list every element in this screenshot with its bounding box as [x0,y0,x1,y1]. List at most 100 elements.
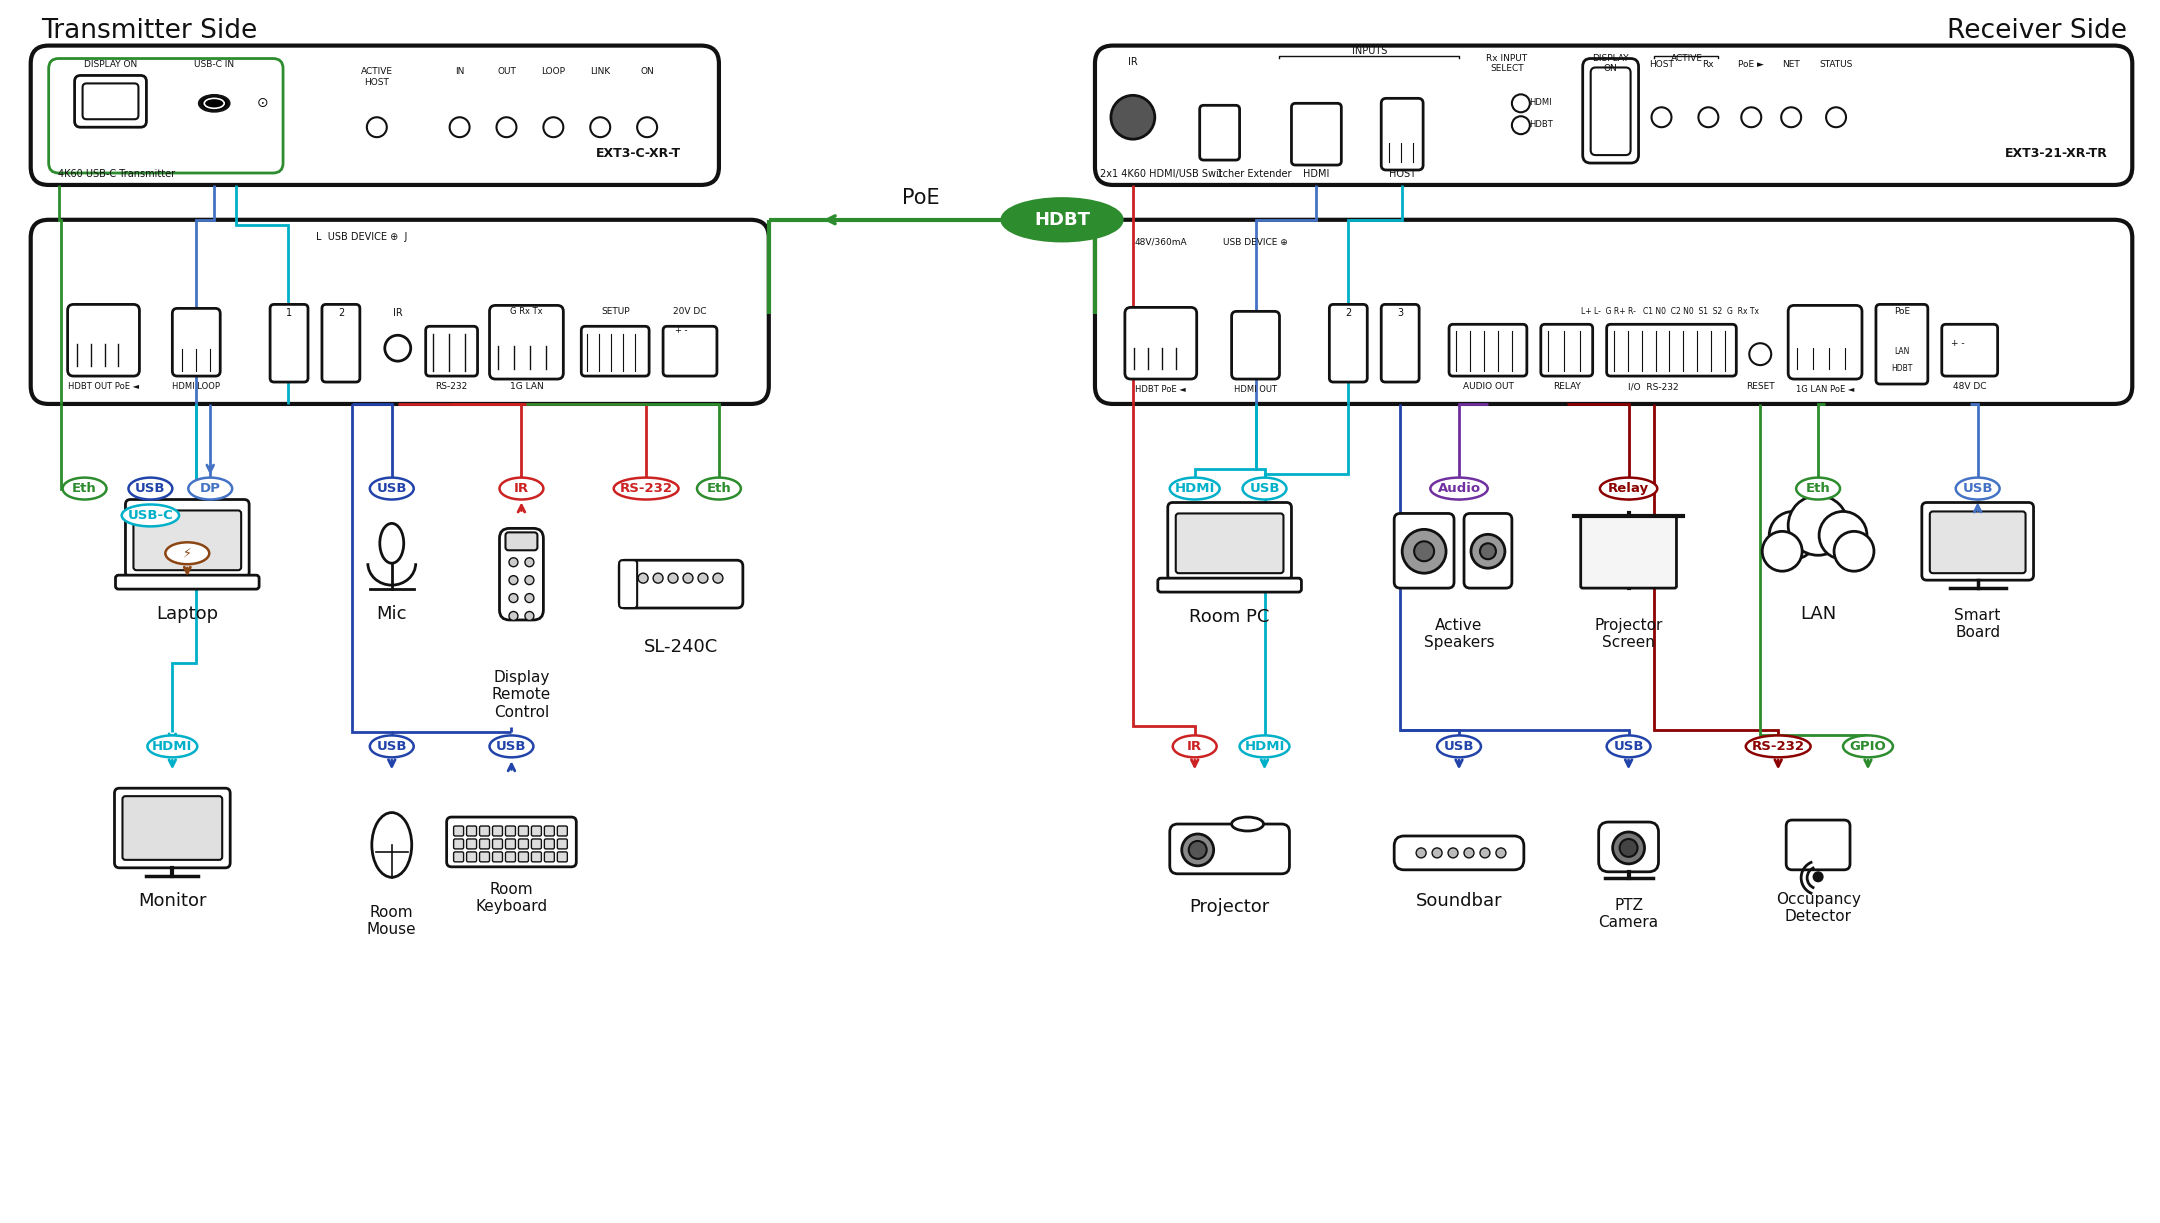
Text: Display
Remote
Control: Display Remote Control [492,670,551,719]
FancyBboxPatch shape [620,560,637,608]
Ellipse shape [147,735,197,757]
Text: HDMI: HDMI [1302,169,1331,179]
Text: HDMI: HDMI [151,740,192,753]
Circle shape [1769,511,1817,559]
Text: Eth: Eth [1806,482,1830,495]
FancyBboxPatch shape [499,528,544,620]
Text: 1: 1 [285,308,292,318]
FancyBboxPatch shape [544,839,555,849]
Text: Monitor: Monitor [138,892,207,910]
Text: IR: IR [1128,57,1138,67]
Circle shape [510,558,518,566]
Circle shape [1432,848,1443,857]
Text: G Rx Tx: G Rx Tx [510,307,542,317]
Text: RS-232: RS-232 [436,382,469,391]
FancyBboxPatch shape [1175,514,1283,574]
Circle shape [1464,848,1473,857]
Text: 4K60 USB-C Transmitter: 4K60 USB-C Transmitter [58,169,175,179]
Text: Soundbar: Soundbar [1415,892,1503,910]
Text: RS-232: RS-232 [620,482,672,495]
Circle shape [1819,511,1866,559]
FancyBboxPatch shape [1607,324,1737,377]
Text: HDBT PoE ◄: HDBT PoE ◄ [1136,385,1186,394]
Text: EXT3-21-XR-TR: EXT3-21-XR-TR [2004,147,2108,160]
FancyBboxPatch shape [480,826,490,837]
Circle shape [525,576,534,585]
Text: Eth: Eth [71,482,97,495]
FancyBboxPatch shape [1581,516,1676,588]
Text: IR: IR [393,308,402,318]
Circle shape [510,576,518,585]
FancyBboxPatch shape [557,839,568,849]
Text: NET: NET [1782,60,1799,70]
Text: HDMI: HDMI [1244,740,1285,753]
Text: Eth: Eth [706,482,732,495]
Text: HDMI: HDMI [1175,482,1214,495]
FancyBboxPatch shape [1199,105,1240,160]
FancyBboxPatch shape [467,852,477,862]
Text: SETUP: SETUP [600,307,629,317]
Circle shape [510,612,518,620]
Text: Room PC: Room PC [1190,608,1270,626]
Text: HDBT OUT PoE ◄: HDBT OUT PoE ◄ [67,382,138,391]
Text: 1G LAN: 1G LAN [510,382,544,391]
Text: Occupancy
Detector: Occupancy Detector [1776,892,1860,925]
FancyBboxPatch shape [467,826,477,837]
Circle shape [1788,495,1849,555]
FancyBboxPatch shape [490,306,564,379]
Text: Smart
Board: Smart Board [1955,608,2000,641]
FancyBboxPatch shape [1583,59,1639,163]
Text: HOST: HOST [1648,60,1674,70]
Text: 2: 2 [1346,308,1352,318]
FancyBboxPatch shape [30,45,719,185]
FancyBboxPatch shape [1393,514,1454,588]
Text: PoE: PoE [1894,307,1909,317]
Text: Room
Keyboard: Room Keyboard [475,882,546,914]
Ellipse shape [490,735,534,757]
Circle shape [1620,839,1637,857]
FancyBboxPatch shape [76,76,147,127]
FancyBboxPatch shape [426,327,477,377]
Circle shape [1814,872,1823,882]
Text: RS-232: RS-232 [1752,740,1806,753]
FancyBboxPatch shape [557,826,568,837]
Ellipse shape [1002,199,1121,241]
Text: GPIO: GPIO [1849,740,1886,753]
Circle shape [449,117,469,137]
FancyBboxPatch shape [82,83,138,120]
Circle shape [1512,94,1529,113]
Text: USB: USB [376,482,406,495]
FancyBboxPatch shape [1125,307,1197,379]
Text: USB: USB [376,740,406,753]
Text: USB: USB [136,482,166,495]
Circle shape [1834,531,1875,571]
Text: INPUTS: INPUTS [1352,45,1387,55]
Ellipse shape [372,812,413,877]
FancyBboxPatch shape [1231,312,1279,379]
Text: 1: 1 [1216,169,1223,179]
Text: I/O  RS-232: I/O RS-232 [1629,382,1678,391]
Text: LINK: LINK [590,67,611,77]
Circle shape [1402,530,1445,574]
Text: USB: USB [1443,740,1475,753]
Ellipse shape [1797,478,1840,499]
Text: Room
Mouse: Room Mouse [367,905,417,937]
FancyBboxPatch shape [67,305,140,377]
FancyBboxPatch shape [505,826,516,837]
Circle shape [637,574,648,583]
Text: ⊙: ⊙ [257,97,268,110]
FancyBboxPatch shape [1590,67,1631,155]
FancyBboxPatch shape [505,839,516,849]
Text: HOST: HOST [1389,169,1415,179]
FancyBboxPatch shape [1788,306,1862,379]
FancyBboxPatch shape [505,852,516,862]
Ellipse shape [1231,817,1264,830]
Text: Laptop: Laptop [156,605,218,623]
Circle shape [525,558,534,566]
Text: HDMI LOOP: HDMI LOOP [173,382,220,391]
FancyBboxPatch shape [531,839,542,849]
FancyBboxPatch shape [518,839,529,849]
FancyBboxPatch shape [492,826,503,837]
Circle shape [367,117,387,137]
Text: DISPLAY ON: DISPLAY ON [84,60,136,70]
